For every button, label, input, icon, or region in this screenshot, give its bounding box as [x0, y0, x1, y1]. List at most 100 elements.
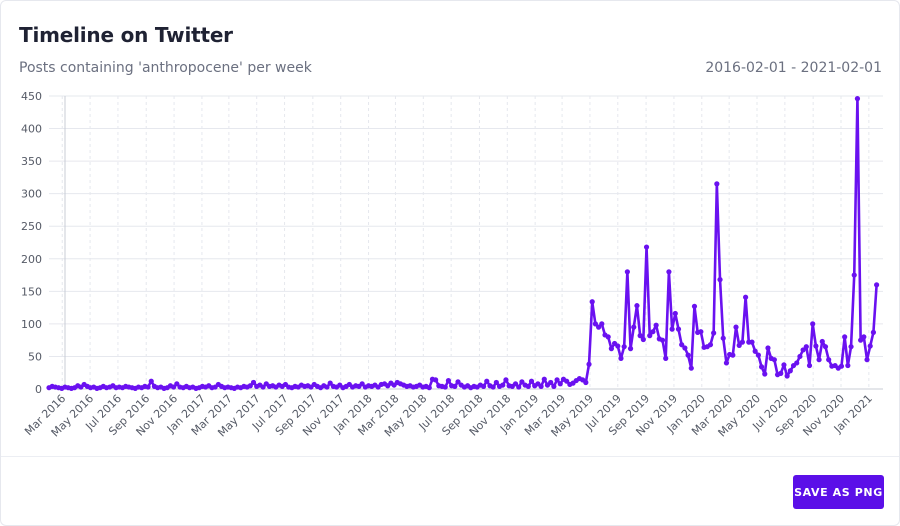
- data-point: [711, 330, 717, 336]
- data-point: [171, 384, 177, 390]
- y-tick-label: 150: [21, 285, 42, 298]
- data-point: [148, 378, 154, 384]
- data-point: [842, 334, 848, 340]
- data-point: [653, 322, 659, 328]
- data-point: [650, 329, 656, 335]
- date-range-label: 2016-02-01 - 2021-02-01: [705, 60, 882, 76]
- data-point: [784, 373, 790, 379]
- grid-lines: [49, 95, 883, 390]
- data-point: [174, 381, 180, 387]
- data-point: [557, 381, 563, 387]
- y-tick-label: 450: [21, 90, 42, 103]
- data-point: [592, 321, 599, 327]
- data-point: [858, 337, 864, 343]
- data-point: [810, 321, 816, 327]
- data-point: [874, 282, 880, 288]
- data-point: [260, 384, 266, 390]
- data-point: [720, 335, 726, 341]
- data-point: [778, 370, 784, 376]
- data-point: [525, 383, 531, 389]
- data-point: [752, 348, 758, 354]
- chart-title: Timeline on Twitter: [19, 23, 233, 47]
- data-point: [637, 333, 643, 339]
- data-point: [819, 338, 825, 345]
- data-point: [327, 380, 333, 386]
- data-point: [564, 378, 570, 384]
- timeline-chart: 0 50 100 150 200 250 300 350 400 450 Mar 2016May …: [21, 90, 883, 439]
- data-point: [679, 342, 685, 348]
- data-point: [541, 376, 547, 382]
- data-point: [605, 334, 611, 340]
- data-point: [599, 321, 605, 327]
- data-point: [838, 363, 845, 369]
- data-point: [666, 269, 672, 275]
- data-point: [624, 269, 630, 275]
- data-point: [675, 326, 682, 332]
- data-point: [554, 377, 560, 383]
- data-point: [794, 360, 800, 366]
- data-point: [864, 357, 870, 363]
- data-point: [736, 342, 742, 348]
- data-point: [845, 362, 851, 369]
- data-point: [698, 329, 704, 335]
- data-point: [324, 384, 330, 390]
- data-point: [433, 377, 439, 383]
- save-as-png-button[interactable]: SAVE AS PNG: [793, 475, 884, 509]
- data-point: [743, 294, 749, 300]
- data-point: [359, 381, 365, 387]
- data-point: [848, 344, 854, 350]
- data-point: [516, 384, 522, 390]
- data-point: [867, 343, 873, 349]
- plot-area: [46, 96, 880, 391]
- data-point: [503, 377, 509, 383]
- y-tick-label: 0: [35, 383, 42, 396]
- data-point: [739, 339, 746, 345]
- data-point: [493, 379, 499, 386]
- data-point: [851, 272, 857, 278]
- data-point: [618, 355, 624, 361]
- data-point: [723, 360, 730, 366]
- data-point: [583, 379, 589, 386]
- data-point: [685, 352, 691, 358]
- data-point: [707, 342, 714, 348]
- data-point: [490, 384, 496, 390]
- data-point: [826, 357, 832, 363]
- y-tick-label: 300: [21, 188, 42, 201]
- data-point: [551, 383, 557, 389]
- data-point: [822, 344, 829, 350]
- data-point: [631, 324, 637, 330]
- y-tick-label: 350: [21, 155, 42, 168]
- data-point: [145, 384, 151, 390]
- data-point: [659, 337, 666, 343]
- data-point: [806, 362, 813, 369]
- data-point: [688, 365, 694, 371]
- data-point: [762, 371, 768, 377]
- data-point: [797, 353, 803, 360]
- data-point: [484, 378, 490, 384]
- data-point: [800, 347, 806, 353]
- y-tick-label: 100: [21, 318, 42, 331]
- data-point: [596, 324, 602, 330]
- data-point: [615, 343, 621, 349]
- data-point: [861, 334, 867, 340]
- data-point: [586, 361, 592, 367]
- data-point: [643, 244, 650, 250]
- data-point: [813, 343, 819, 349]
- y-tick-label: 250: [21, 220, 42, 233]
- data-point: [480, 383, 487, 389]
- series-line: [48, 97, 878, 390]
- data-point: [682, 345, 688, 351]
- data-point: [634, 303, 640, 309]
- data-point: [647, 333, 653, 339]
- data-point: [765, 345, 771, 351]
- data-point: [500, 382, 506, 388]
- data-point: [608, 346, 614, 352]
- y-axis: 0 50 100 150 200 250 300 350 400 450: [21, 90, 66, 396]
- data-point: [548, 379, 554, 386]
- data-point: [452, 383, 458, 389]
- y-tick-label: 200: [21, 253, 42, 266]
- data-point: [455, 379, 461, 385]
- data-point: [627, 346, 634, 352]
- data-point: [771, 357, 777, 363]
